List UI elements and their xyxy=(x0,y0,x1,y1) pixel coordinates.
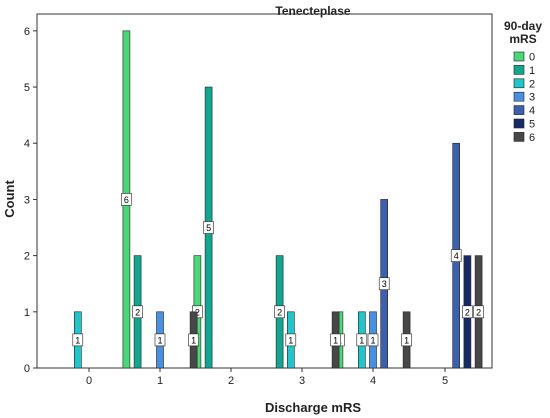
data-label: 5 xyxy=(206,223,211,233)
data-label-box xyxy=(203,221,214,234)
y-tick-label: 2 xyxy=(24,251,30,263)
data-label: 1 xyxy=(333,335,338,345)
data-label-box xyxy=(401,333,412,347)
x-tick-label: 5 xyxy=(442,375,448,387)
data-label-box xyxy=(121,193,132,206)
data-label-box xyxy=(274,305,285,319)
y-axis-title: Count xyxy=(2,180,17,218)
y-tick-label: 5 xyxy=(24,82,30,94)
legend-label: 5 xyxy=(529,119,535,131)
data-label-box xyxy=(154,333,166,347)
data-label-box xyxy=(356,333,368,347)
data-label: 2 xyxy=(465,307,470,317)
x-tick-label: 1 xyxy=(157,375,163,387)
data-label: 1 xyxy=(75,335,80,345)
data-label-box xyxy=(285,333,297,347)
legend-swatch xyxy=(513,105,525,115)
legend-title: mRS xyxy=(509,32,536,46)
data-label-box xyxy=(462,305,473,319)
y-tick-label: 3 xyxy=(24,194,30,206)
data-label: 3 xyxy=(382,279,387,289)
legend-label: 3 xyxy=(529,92,535,104)
plot-frame xyxy=(36,13,493,369)
x-tick-label: 3 xyxy=(299,375,305,387)
data-label: 6 xyxy=(124,195,129,205)
x-axis-title: Discharge mRS xyxy=(265,400,361,415)
x-tick-label: 4 xyxy=(370,375,376,387)
data-label: 2 xyxy=(277,307,282,317)
data-label: 1 xyxy=(370,335,375,345)
legend-label: 1 xyxy=(529,65,535,77)
x-tick-label: 0 xyxy=(86,375,92,387)
data-label: 2 xyxy=(476,307,481,317)
data-label: 2 xyxy=(135,307,140,317)
legend-swatch xyxy=(513,78,525,89)
data-label-box xyxy=(450,249,462,262)
data-label: 1 xyxy=(191,335,196,345)
legend-swatch xyxy=(513,132,525,142)
chart-title: Tenecteplase xyxy=(275,4,350,18)
data-label: 4 xyxy=(454,251,459,261)
data-label: 1 xyxy=(157,335,162,345)
data-label-box xyxy=(132,305,143,319)
legend-label: 0 xyxy=(529,52,535,64)
legend-swatch xyxy=(513,91,525,102)
data-label-box xyxy=(188,333,199,347)
data-label-box xyxy=(72,333,84,347)
legend-label: 6 xyxy=(529,132,535,144)
legend-swatch xyxy=(513,65,525,75)
y-tick-label: 1 xyxy=(24,307,30,319)
data-label: 1 xyxy=(404,335,409,345)
data-label-box xyxy=(367,333,379,347)
x-tick-label: 2 xyxy=(228,375,234,387)
legend-swatch xyxy=(513,51,525,62)
data-label-box xyxy=(378,277,390,291)
data-label: 1 xyxy=(288,335,293,345)
data-label-box xyxy=(330,333,341,347)
legend-title: 90-day xyxy=(504,19,542,33)
data-label-box xyxy=(473,305,484,319)
y-tick-label: 4 xyxy=(24,138,30,150)
y-tick-label: 6 xyxy=(24,26,30,38)
data-label: 1 xyxy=(359,335,364,345)
legend-swatch xyxy=(513,118,525,129)
plot-area: 0123456012345621252111113421112 xyxy=(24,13,493,387)
legend-label: 2 xyxy=(529,78,535,90)
legend-label: 4 xyxy=(529,105,535,117)
y-tick-label: 0 xyxy=(24,363,30,375)
